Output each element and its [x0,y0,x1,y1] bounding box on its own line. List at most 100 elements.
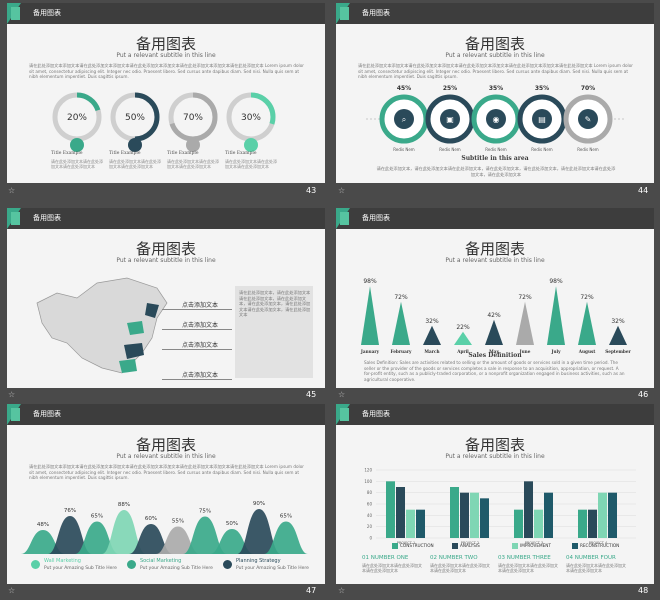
hill-value-label: 65% [91,514,103,520]
ring-percent: 20% [67,113,87,123]
callout-line [162,349,232,350]
hill-value-label: 65% [280,514,292,520]
slide-48[interactable]: 备用图表 备用图表 Put a relevant subtitle in thi… [336,404,654,584]
bar-value-label: 98% [363,278,377,285]
bar [450,487,459,538]
y-tick-label: 40 [367,513,373,518]
x-category-label: PROJECT 2 [461,541,479,545]
ring-percent: 50% [125,113,145,123]
category-label: April [456,349,469,354]
y-tick-label: 100 [364,479,372,484]
ring-progress [52,92,102,142]
legend-desc: Put your Amazing Sub Title Here [140,566,213,571]
category-label: February [391,349,413,354]
legend-label: RECONSTRUCTION [580,543,620,548]
bar-value-label: 72% [580,294,594,301]
bar [524,481,533,538]
wave-hill [183,516,227,554]
slide-title: 备用图表 [464,35,525,53]
slide-46[interactable]: 备用图表 备用图表 Put a relevant subtitle in thi… [336,208,654,388]
ring-dot [244,138,258,152]
header-label: 备用图表 [362,410,390,418]
circle-percent: 45% [397,85,411,92]
triangle-bar [547,286,565,345]
ring-chart: 50% [110,92,160,152]
circle-label: Redis Nem [531,147,553,152]
slide-title: 备用图表 [135,35,196,53]
legend-desc: Put your Amazing Sub Title Here [44,566,117,571]
callout-line [162,309,232,310]
bar-value-label: 32% [425,318,439,325]
star-icon[interactable]: ☆ [338,390,346,399]
wave-hill [264,521,308,554]
hill-value-label: 88% [118,502,130,508]
page-number: 48 [638,586,649,595]
circle-core [394,109,414,129]
header-label: 备用图表 [33,214,61,222]
page-number: 43 [306,186,317,195]
ring-dot [186,138,200,152]
section-text: Sales Definition: Sales are activities r… [364,360,625,382]
callout-text: 点击添加文本 [182,302,219,309]
legend-label: IMPROVEMENT [520,543,551,548]
bar [544,492,553,538]
star-icon[interactable]: ☆ [8,390,16,399]
circle-icon: ◉ [493,115,500,124]
slide-44[interactable]: 备用图表 备用图表 Put a relevant subtitle in thi… [336,3,654,183]
star-icon[interactable]: ☆ [338,586,346,595]
circle-core [532,109,552,129]
bar [386,481,395,538]
triangle-bar [392,301,410,345]
callout-text: 点击添加文本 [182,322,219,329]
bar [534,509,543,538]
map-region-3 [124,343,144,359]
y-tick-label: 0 [369,536,372,541]
slide-subtitle: Put a relevant subtitle in this line [445,257,545,264]
slide-header-bar: 备用图表 [336,208,654,229]
slide-subtitle: Put a relevant subtitle in this line [116,257,216,264]
category-label: May [489,349,499,354]
bar [480,498,489,538]
number-text: 请在此处添加文本请在此处添加文本请在此处添加文本 [498,563,558,573]
slide-subtitle: Put a relevant subtitle in this line [116,453,216,460]
ring-dot [128,138,142,152]
slide-header-bar: 备用图表 [7,404,325,425]
legend-label: CONSTRUCTION [400,543,434,548]
legend-dot [127,560,136,569]
hill-value-label: 50% [226,521,238,527]
slide-header-bar: 备用图表 [336,404,654,425]
category-label: August [578,349,596,354]
circle-percent: 25% [443,85,457,92]
wave-hill [75,521,119,554]
wave-hill [48,516,92,554]
footer-row-3: ☆ 47 ☆ 48 [0,586,660,600]
slide-47[interactable]: 备用图表 备用图表 Put a relevant subtitle in thi… [7,404,325,584]
star-icon[interactable]: ☆ [8,186,16,195]
star-icon[interactable]: ☆ [8,586,16,595]
slide-title: 备用图表 [135,240,196,258]
slide-43[interactable]: 备用图表 备用图表 Put a relevant subtitle in thi… [7,3,325,183]
circle-percent: 70% [581,85,595,92]
ring-caption: 请在此处添加文本请在此处添加文本请在此处添加文本 [109,159,161,169]
page-number: 44 [638,186,649,195]
map-region-2 [127,321,144,335]
callout-text: 点击添加文本 [182,342,219,349]
star-icon[interactable]: ☆ [338,186,346,195]
number-title: 04 NUMBER FOUR [566,555,616,561]
callout-line [162,379,232,380]
map-outline [36,277,168,374]
ring-title: Title Example [167,151,199,156]
circle-core [440,109,460,129]
triangle-bar [485,319,503,345]
circle-icon: ▣ [446,115,454,124]
page-number: 45 [306,390,317,399]
legend-swatch [512,543,518,549]
legend-swatch [572,543,578,549]
side-panel-text: 请在此处添加文本，请在此处添加文本请在此处添加文本，请在此处添加文本，请在此处添… [239,290,311,317]
legend-dot [223,560,232,569]
ring-chart: 30% [226,92,276,152]
circle-percent: 35% [535,85,549,92]
footer-row-1: ☆ 43 ☆ 44 [0,186,660,200]
slide-45[interactable]: 备用图表 备用图表 Put a relevant subtitle in thi… [7,208,325,388]
slide-subtitle: Put a relevant subtitle in this line [445,453,545,460]
